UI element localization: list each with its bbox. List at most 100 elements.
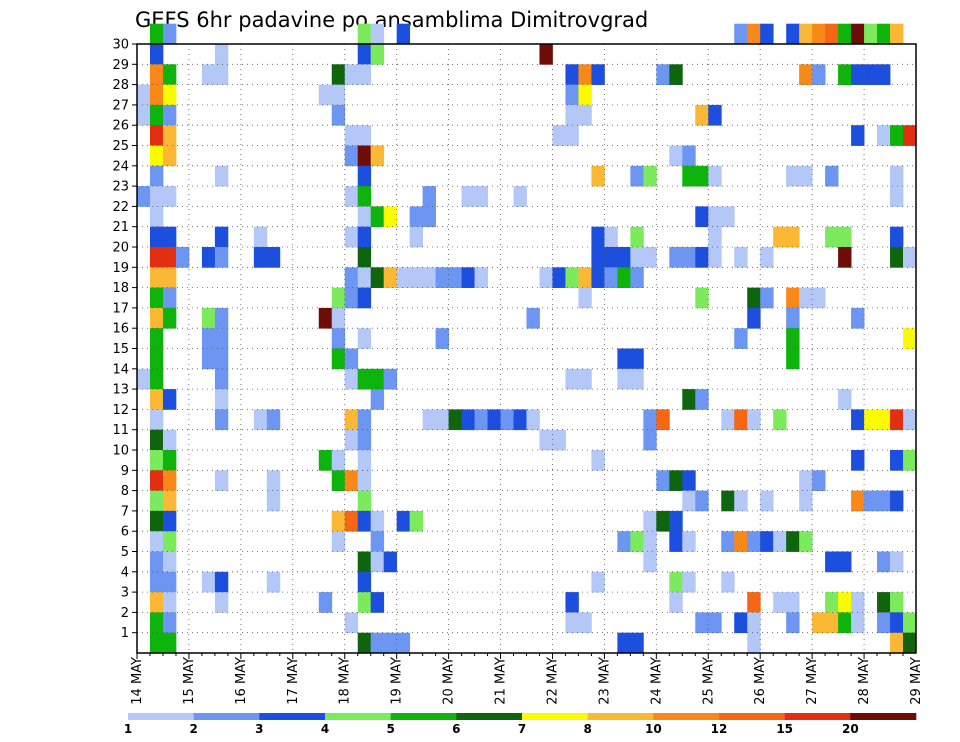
heatmap-cell	[137, 186, 151, 207]
x-tick-label: 26 MAY	[753, 657, 768, 705]
heatmap-cell	[643, 429, 657, 451]
heatmap-cell	[318, 84, 333, 106]
colorbar-label: 20	[842, 722, 859, 736]
heatmap-cell	[825, 165, 839, 187]
heatmap-cell	[201, 328, 216, 349]
heatmap-cell	[552, 429, 566, 451]
heatmap-cell	[149, 206, 164, 228]
heatmap-cell	[357, 145, 372, 167]
heatmap-cell	[773, 592, 787, 613]
heatmap-cell	[214, 247, 229, 268]
heatmap-cell	[149, 145, 164, 167]
y-tick-label: 22	[112, 200, 129, 215]
heatmap-cell	[630, 165, 644, 187]
heatmap-cell	[890, 226, 904, 248]
heatmap-cell	[578, 287, 592, 309]
heatmap-cell	[851, 23, 865, 45]
heatmap-cell	[877, 125, 891, 146]
heatmap-cell	[331, 348, 346, 370]
heatmap-cell	[461, 186, 475, 207]
colorbar-swatch	[128, 713, 194, 720]
chart-title: GEFS 6hr padavine po ansamblima Dimitrov…	[135, 8, 648, 32]
heatmap-cell	[721, 409, 735, 431]
heatmap-cell	[851, 592, 865, 613]
heatmap-cell	[851, 409, 865, 431]
heatmap-cell	[396, 267, 411, 288]
heatmap-cell	[162, 592, 177, 613]
heatmap-cell	[786, 592, 800, 613]
heatmap-cell	[903, 409, 917, 431]
colorbar-swatch	[522, 713, 588, 720]
heatmap-cell	[578, 368, 592, 390]
heatmap-cell	[344, 348, 359, 370]
heatmap-cell	[695, 490, 709, 512]
colorbar-label: 12	[711, 722, 728, 736]
heatmap-cell	[370, 44, 385, 65]
heatmap-cell	[747, 409, 761, 431]
heatmap-cell	[149, 84, 164, 106]
heatmap-cell	[162, 145, 177, 167]
y-tick-label: 20	[112, 241, 129, 256]
colorbar-label: 1	[124, 722, 132, 736]
heatmap-cell	[383, 267, 398, 288]
heatmap-cell	[162, 64, 177, 85]
heatmap-cell	[760, 287, 774, 309]
heatmap-cell	[149, 307, 164, 329]
heatmap-cell	[487, 409, 501, 431]
heatmap-cell	[357, 450, 372, 471]
y-tick-label: 26	[112, 119, 129, 134]
heatmap-cell	[357, 571, 372, 593]
colorbar-swatch	[390, 713, 457, 720]
heatmap-cell	[409, 226, 424, 248]
heatmap-cell	[578, 84, 592, 106]
heatmap-cell	[682, 531, 696, 552]
y-tick-label: 4	[121, 565, 129, 580]
heatmap-cell	[162, 612, 177, 634]
heatmap-cell	[760, 247, 774, 268]
heatmap-cell	[838, 551, 852, 573]
heatmap-cell	[149, 226, 164, 248]
heatmap-cell	[344, 409, 359, 431]
heatmap-cell	[630, 531, 644, 552]
heatmap-cell	[162, 470, 177, 491]
x-tick-label: 18 MAY	[338, 657, 353, 705]
y-tick-label: 18	[112, 281, 129, 296]
heatmap-cell	[162, 104, 177, 126]
heatmap-cell	[370, 531, 385, 552]
heatmap-cell	[149, 165, 164, 187]
heatmap-cell	[149, 186, 164, 207]
heatmap-cell	[552, 125, 566, 146]
heatmap-cell	[565, 368, 579, 390]
heatmap-cell	[734, 612, 748, 634]
heatmap-cell	[149, 429, 164, 451]
heatmap-cell	[799, 64, 813, 85]
heatmap-cell	[214, 389, 229, 410]
heatmap-cell	[513, 186, 527, 207]
heatmap-cell	[357, 409, 372, 431]
heatmap-cell	[214, 307, 229, 329]
heatmap-cell	[357, 206, 372, 228]
heatmap-cell	[630, 632, 644, 654]
heatmap-cell	[318, 592, 333, 613]
heatmap-cell	[357, 551, 372, 573]
heatmap-cell	[201, 307, 216, 329]
heatmap-cell	[344, 186, 359, 207]
heatmap-cell	[747, 287, 761, 309]
heatmap-cell	[890, 125, 904, 146]
heatmap-cell	[695, 287, 709, 309]
heatmap-cell	[578, 104, 592, 126]
colorbar-swatch	[653, 713, 720, 720]
heatmap-cell	[695, 612, 709, 634]
heatmap-cell	[266, 409, 281, 431]
heatmap-cell	[500, 409, 514, 431]
heatmap-cell	[331, 84, 346, 106]
heatmap-cell	[357, 125, 372, 146]
heatmap-cell	[851, 490, 865, 512]
heatmap-cell	[682, 490, 696, 512]
heatmap-cell	[409, 206, 424, 228]
y-tick-label: 8	[121, 484, 129, 499]
heatmap-cell	[370, 267, 385, 288]
heatmap-cell	[370, 389, 385, 410]
heatmap-cell	[435, 328, 449, 349]
heatmap-cell	[825, 592, 839, 613]
